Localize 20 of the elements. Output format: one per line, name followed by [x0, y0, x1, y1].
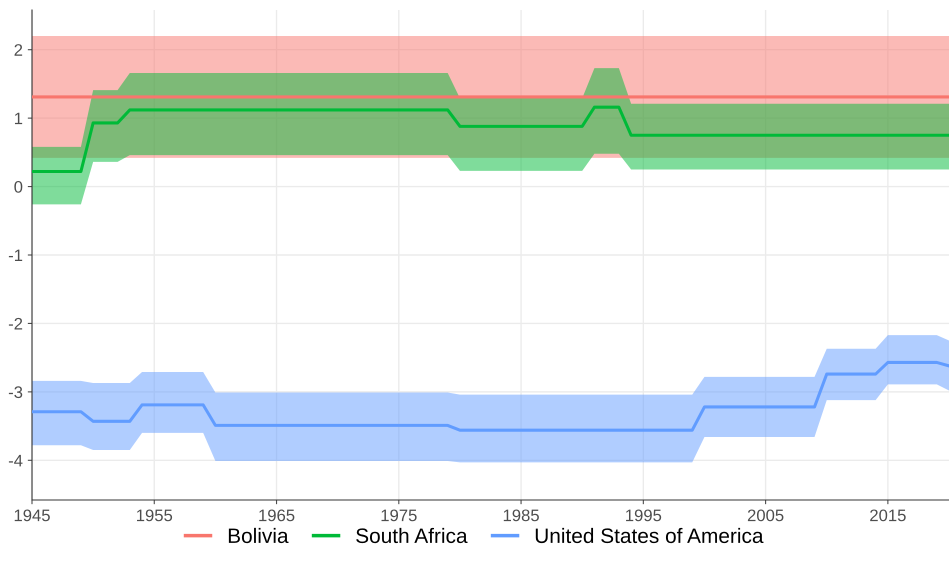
- x-tick-label: 1985: [504, 509, 539, 522]
- x-tick-label: 2005: [748, 509, 784, 522]
- x-tick-label: 1945: [14, 509, 50, 522]
- y-tick-label: -4: [8, 454, 22, 466]
- line-series: [32, 360, 949, 432]
- x-tick-label: 1965: [259, 509, 294, 522]
- y-tick-label: 2: [14, 44, 22, 56]
- x-tick-label: 1955: [137, 509, 172, 522]
- y-tick-label: -3: [8, 386, 22, 398]
- y-tick-label: 0: [14, 180, 22, 193]
- x-tick-label: 1995: [626, 509, 662, 522]
- legend-label: United States of America: [536, 528, 764, 544]
- y-tick-label: -1: [8, 250, 22, 262]
- y-tick-label: -2: [8, 318, 22, 330]
- x-tick-label: 1975: [382, 509, 417, 522]
- line-series: [32, 106, 949, 174]
- y-tick-label: 1: [14, 112, 22, 124]
- legend-label: South Africa: [356, 528, 468, 544]
- legend-label: Bolivia: [228, 528, 289, 544]
- x-tick-label: 2015: [870, 509, 906, 522]
